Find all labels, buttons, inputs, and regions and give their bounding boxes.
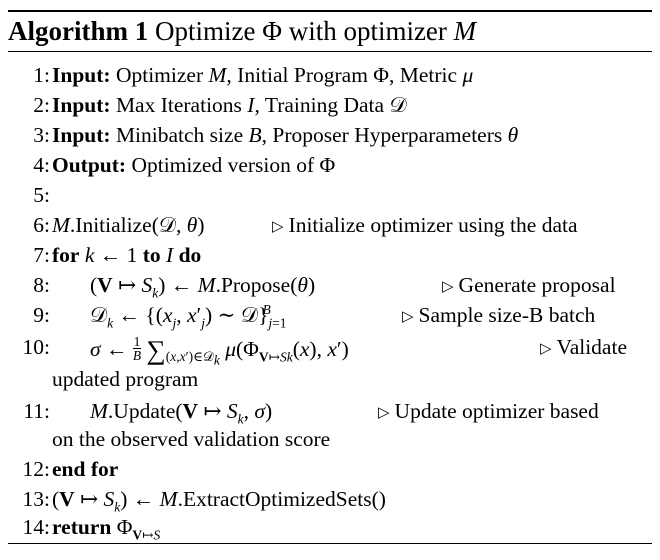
line-body: M.Initialize(𝒟, θ) <box>52 213 205 237</box>
line-body: M.Update(V ↦ Sk, σ) <box>90 399 273 427</box>
line-comment: ▷ Initialize optimizer using the data <box>272 213 578 237</box>
line-number: 11: <box>23 399 50 423</box>
line-body: Output: Optimized version of Φ <box>52 153 336 177</box>
title-rule <box>8 51 652 53</box>
line-number: 13: <box>22 487 50 511</box>
line-body: Input: Optimizer M, Initial Program Φ, M… <box>52 63 474 87</box>
line-body: Input: Minibatch size B, Proposer Hyperp… <box>52 123 519 147</box>
comment-triangle-icon: ▷ <box>378 405 390 421</box>
line-number: 1: <box>33 63 50 87</box>
line-number: 7: <box>33 243 50 267</box>
line-number: 9: <box>33 303 50 327</box>
line-continuation: on the observed validation score <box>52 427 331 451</box>
line-comment: ▷ Generate proposal <box>442 273 616 297</box>
line-number: 10: <box>22 335 50 359</box>
line-comment: ▷ Update optimizer based <box>378 399 599 423</box>
line-number: 6: <box>33 213 50 237</box>
line-number: 4: <box>33 153 50 177</box>
line-body: return ΦV↦S <box>52 515 161 543</box>
comment-triangle-icon: ▷ <box>402 309 414 325</box>
line-continuation: updated program <box>52 367 199 391</box>
line-body: end for <box>52 457 119 481</box>
line-number: 5: <box>33 183 50 207</box>
comment-triangle-icon: ▷ <box>442 279 454 295</box>
algorithm-title: Algorithm 1 Optimize Φ with optimizer M <box>8 12 476 50</box>
line-body: (V ↦ Sk) ← M.ExtractOptimizedSets() <box>52 487 386 515</box>
top-rule <box>8 10 652 12</box>
line-comment: ▷ Validate <box>540 335 627 359</box>
line-number: 8: <box>33 273 50 297</box>
bottom-rule <box>8 543 652 545</box>
line-number: 12: <box>22 457 50 481</box>
algorithm-title-text: Optimize Φ with optimizer <box>154 16 447 46</box>
line-number: 14: <box>22 515 50 539</box>
algorithm-title-var: M <box>453 16 477 46</box>
line-body: (V ↦ Sk) ← M.Propose(θ) <box>90 273 316 301</box>
line-number: 2: <box>33 93 50 117</box>
line-body: 𝒟k ← {(xj, x′j) ∼ 𝒟}j=1B <box>90 301 287 331</box>
algorithm-label: Algorithm 1 <box>8 16 149 46</box>
line-body: for k ← 1 to I do <box>52 243 202 267</box>
comment-triangle-icon: ▷ <box>272 219 284 235</box>
line-number: 3: <box>33 123 50 147</box>
line-comment: ▷ Sample size-B batch <box>402 303 596 327</box>
line-body: Input: Max Iterations I, Training Data 𝒟 <box>52 93 407 117</box>
comment-triangle-icon: ▷ <box>540 341 552 357</box>
